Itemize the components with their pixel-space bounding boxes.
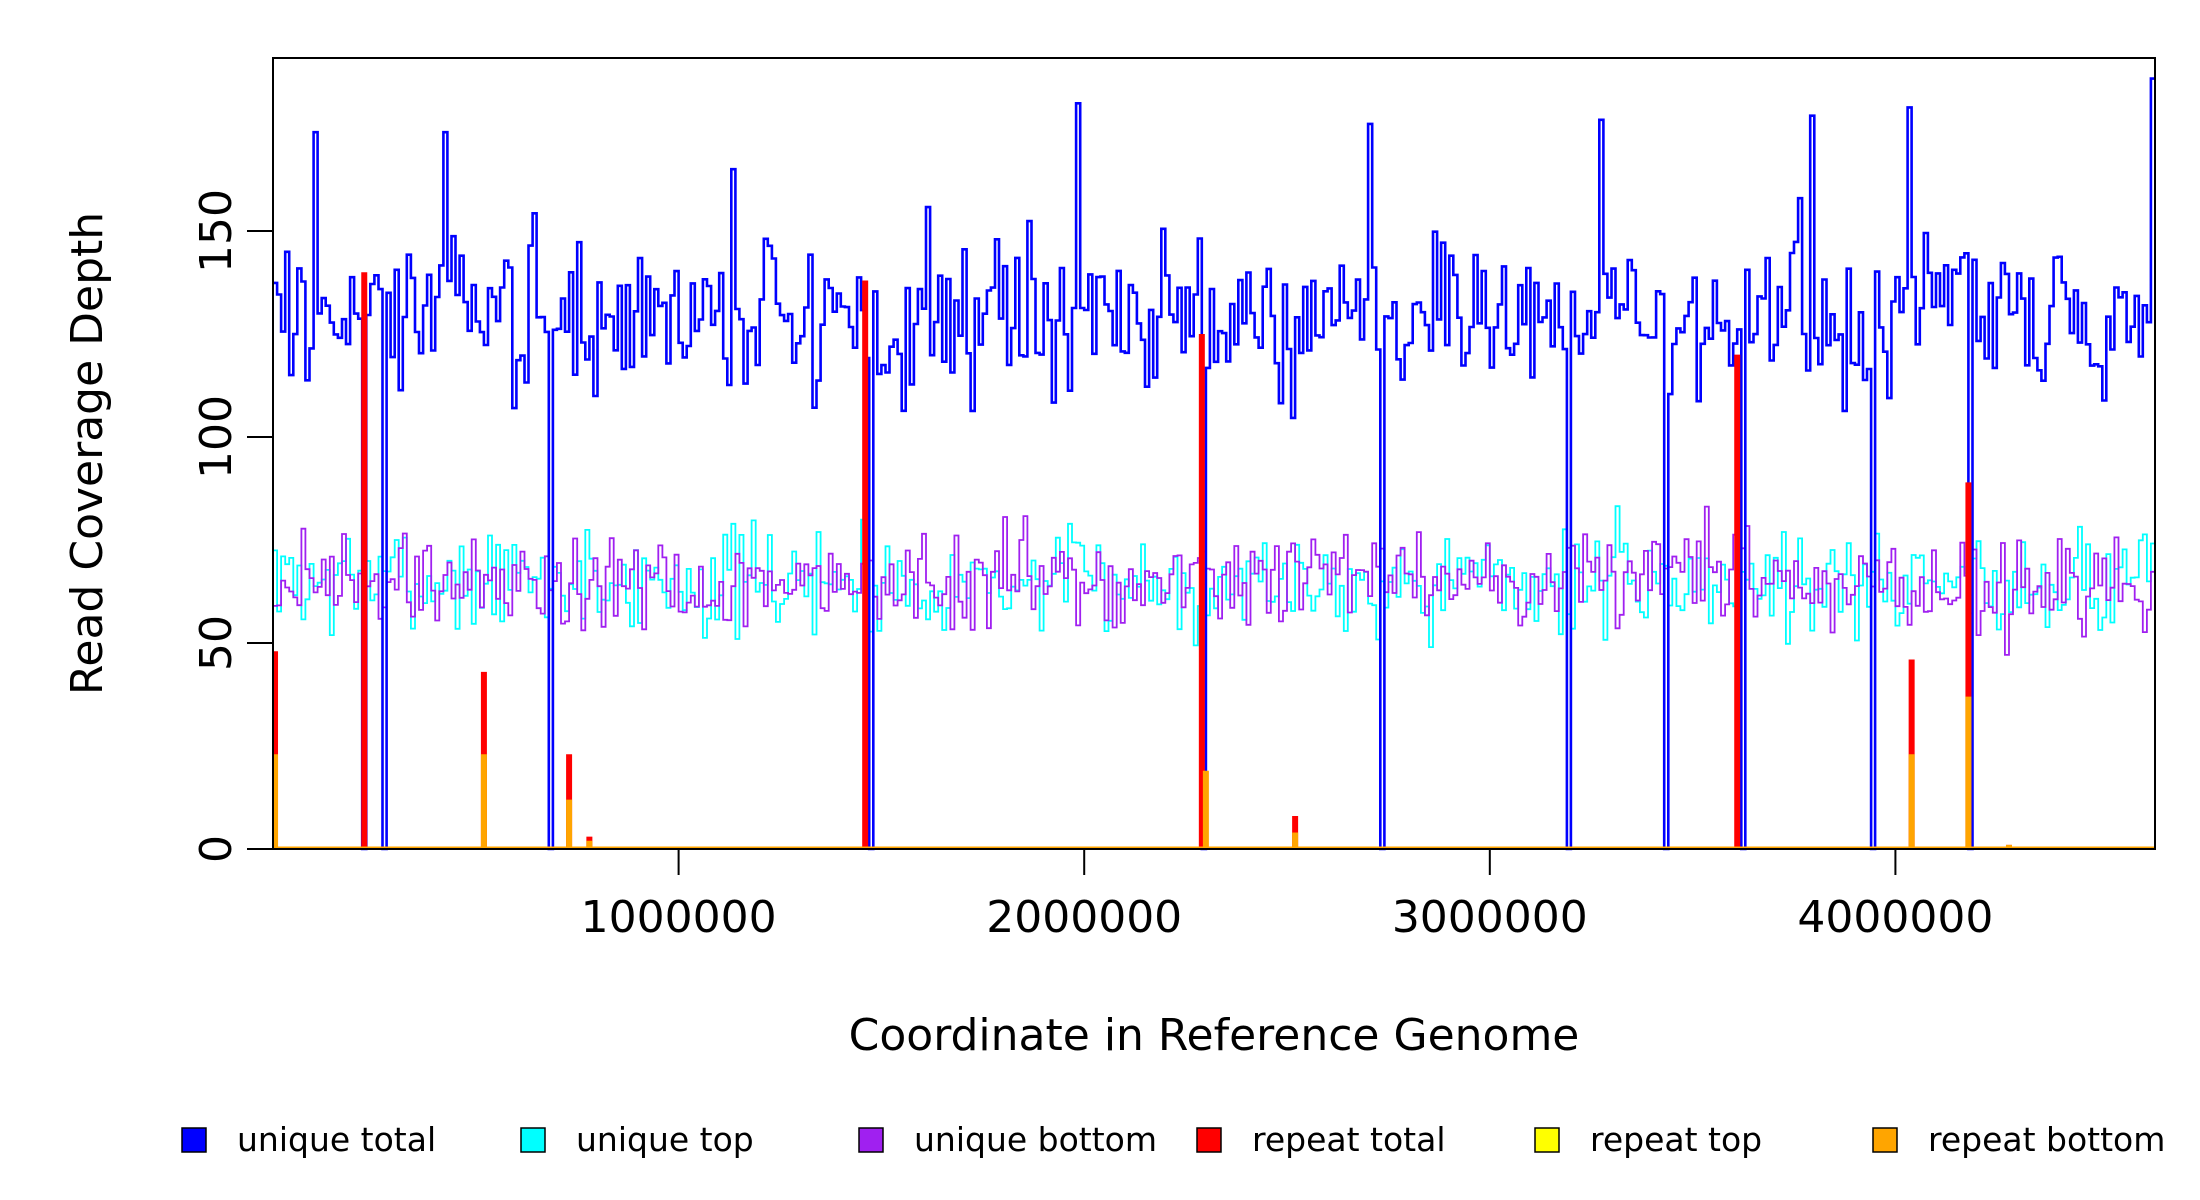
legend: unique total unique top unique bottom repea… [181, 1120, 2165, 1159]
legend-label-unique-bottom: unique bottom [914, 1120, 1157, 1159]
x-tick-label: 4000000 [1797, 892, 1993, 943]
legend-swatch-repeat-total [1196, 1127, 1222, 1153]
series-line-unique-top [273, 505, 2155, 648]
legend-label-repeat-top: repeat top [1590, 1120, 1762, 1159]
y-tick-label: 0 [191, 835, 242, 863]
legend-swatch-repeat-bottom [1872, 1127, 1898, 1153]
x-axis-title: Coordinate in Reference Genome [849, 1010, 1580, 1061]
y-tick-label: 50 [191, 615, 242, 671]
series-line-unique-total [273, 77, 2155, 851]
legend-swatch-unique-top [520, 1127, 546, 1153]
x-tick-label: 1000000 [581, 892, 777, 943]
legend-label-unique-total: unique total [237, 1120, 436, 1159]
y-tick-label: 100 [191, 395, 242, 479]
legend-swatch-repeat-top [1534, 1127, 1560, 1153]
legend-label-repeat-total: repeat total [1252, 1120, 1446, 1159]
x-tick-label: 2000000 [986, 892, 1182, 943]
y-tick-label: 150 [191, 189, 242, 273]
plot-frame [272, 57, 2156, 850]
series-line-unique-bottom [273, 505, 2155, 656]
plot-lines [272, 77, 2155, 851]
legend-swatch-unique-bottom [858, 1127, 884, 1153]
x-tick-label: 3000000 [1392, 892, 1588, 943]
legend-label-unique-top: unique top [576, 1120, 754, 1159]
legend-swatch-unique-total [181, 1127, 207, 1153]
y-axis-title: Read Coverage Depth [62, 212, 113, 695]
y-axis: 0 50 100 150 [191, 189, 274, 863]
x-axis: 1000000 2000000 3000000 4000000 [581, 849, 1993, 943]
legend-label-repeat-bottom: repeat bottom [1928, 1120, 2165, 1159]
